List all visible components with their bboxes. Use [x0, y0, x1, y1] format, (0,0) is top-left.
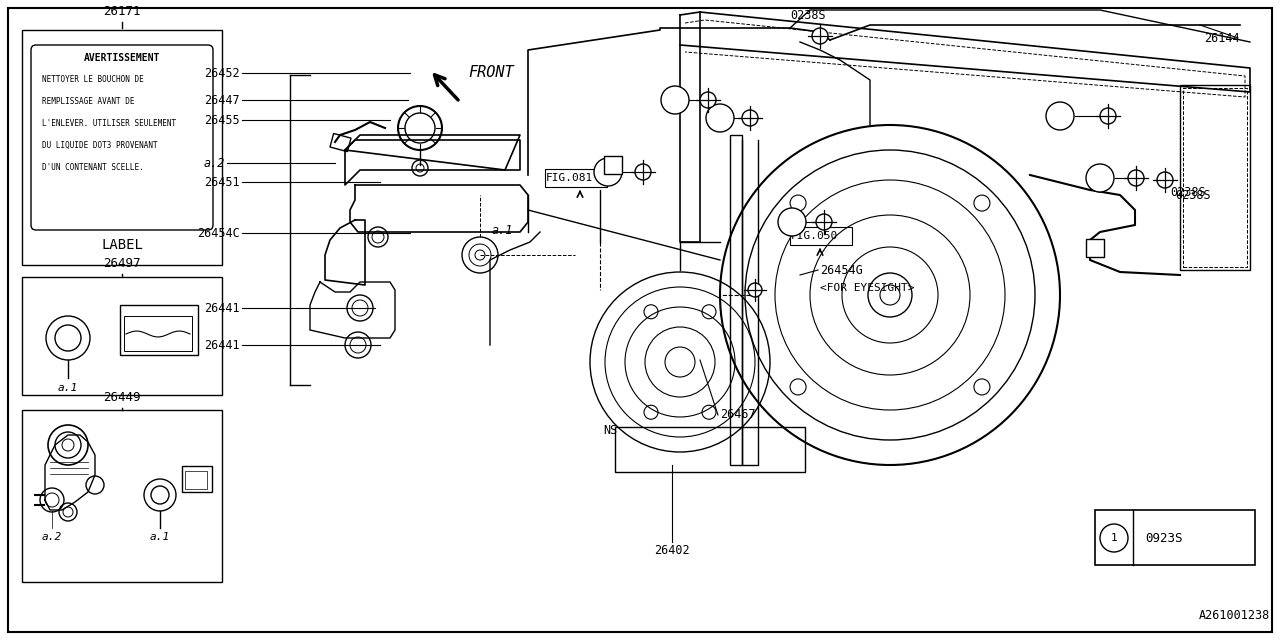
- Text: A: A: [609, 159, 617, 172]
- Bar: [22, 410, 221, 582]
- Text: REMPLISSAGE AVANT DE: REMPLISSAGE AVANT DE: [42, 97, 134, 106]
- Circle shape: [1157, 172, 1172, 188]
- Text: 0238S: 0238S: [1170, 186, 1206, 198]
- Circle shape: [742, 110, 758, 126]
- Text: A261001238: A261001238: [1199, 609, 1270, 622]
- Text: D'UN CONTENANT SCELLE.: D'UN CONTENANT SCELLE.: [42, 163, 143, 172]
- Text: a.2: a.2: [204, 157, 225, 170]
- Circle shape: [817, 214, 832, 230]
- Text: FIG.081: FIG.081: [547, 173, 593, 183]
- Text: <FOR EYESIGHT>: <FOR EYESIGHT>: [820, 283, 914, 293]
- Text: 26467: 26467: [721, 408, 755, 422]
- Text: a.2: a.2: [42, 532, 63, 542]
- Text: 26441: 26441: [205, 339, 241, 351]
- Text: FRONT: FRONT: [468, 65, 513, 79]
- Bar: [330, 134, 351, 152]
- Circle shape: [812, 28, 828, 44]
- Text: a.1: a.1: [150, 532, 170, 542]
- Text: 1: 1: [1111, 533, 1117, 543]
- Text: a.1: a.1: [58, 383, 78, 393]
- Text: a.1: a.1: [492, 223, 513, 237]
- Bar: [614, 427, 805, 472]
- Text: 26452: 26452: [205, 67, 241, 79]
- Bar: [120, 305, 198, 355]
- Bar: [22, 30, 221, 265]
- Circle shape: [594, 158, 622, 186]
- Circle shape: [1100, 108, 1116, 124]
- Circle shape: [700, 92, 716, 108]
- Bar: [1094, 510, 1254, 565]
- Text: 1: 1: [605, 167, 611, 177]
- Text: DU LIQUIDE DOT3 PROVENANT: DU LIQUIDE DOT3 PROVENANT: [42, 141, 157, 150]
- Bar: [730, 135, 742, 465]
- Text: 1: 1: [788, 217, 795, 227]
- Circle shape: [778, 208, 806, 236]
- Text: 26454C: 26454C: [197, 227, 241, 239]
- Text: NETTOYER LE BOUCHON DE: NETTOYER LE BOUCHON DE: [42, 75, 143, 84]
- Bar: [1085, 239, 1103, 257]
- Text: 26497: 26497: [104, 257, 141, 270]
- Circle shape: [660, 86, 689, 114]
- Bar: [604, 156, 622, 174]
- Circle shape: [707, 104, 733, 132]
- Bar: [1183, 88, 1247, 267]
- Text: 0238S: 0238S: [1175, 189, 1211, 202]
- Text: 1: 1: [672, 95, 678, 105]
- Circle shape: [635, 164, 652, 180]
- Text: 26402: 26402: [654, 543, 690, 557]
- Text: 26455: 26455: [205, 113, 241, 127]
- Text: AVERTISSEMENT: AVERTISSEMENT: [83, 53, 160, 63]
- Bar: [186, 471, 207, 489]
- Bar: [790, 227, 852, 245]
- Text: 26144: 26144: [1204, 31, 1240, 45]
- Text: L'ENLEVER. UTILISER SEULEMENT: L'ENLEVER. UTILISER SEULEMENT: [42, 119, 177, 128]
- Text: A: A: [1092, 241, 1098, 255]
- Text: 0238S: 0238S: [790, 8, 826, 22]
- Circle shape: [748, 283, 762, 297]
- Text: LABEL: LABEL: [101, 238, 143, 252]
- Text: FIG.050: FIG.050: [791, 231, 838, 241]
- Bar: [182, 466, 212, 492]
- Text: 26451: 26451: [205, 175, 241, 189]
- Text: 1: 1: [717, 113, 723, 123]
- Text: 26447: 26447: [205, 93, 241, 106]
- Circle shape: [1128, 170, 1144, 186]
- Circle shape: [1046, 102, 1074, 130]
- Text: 1: 1: [1097, 173, 1103, 183]
- Text: 0923S: 0923S: [1146, 531, 1183, 545]
- Bar: [545, 169, 607, 187]
- Bar: [22, 277, 221, 395]
- Text: 26454G: 26454G: [820, 264, 863, 276]
- Text: 26171: 26171: [104, 5, 141, 18]
- Text: NS: NS: [603, 424, 617, 436]
- Text: 26449: 26449: [104, 391, 141, 404]
- Bar: [124, 316, 192, 351]
- Bar: [1180, 85, 1251, 270]
- Text: 1: 1: [1057, 111, 1064, 121]
- Text: 26441: 26441: [205, 301, 241, 314]
- Circle shape: [1085, 164, 1114, 192]
